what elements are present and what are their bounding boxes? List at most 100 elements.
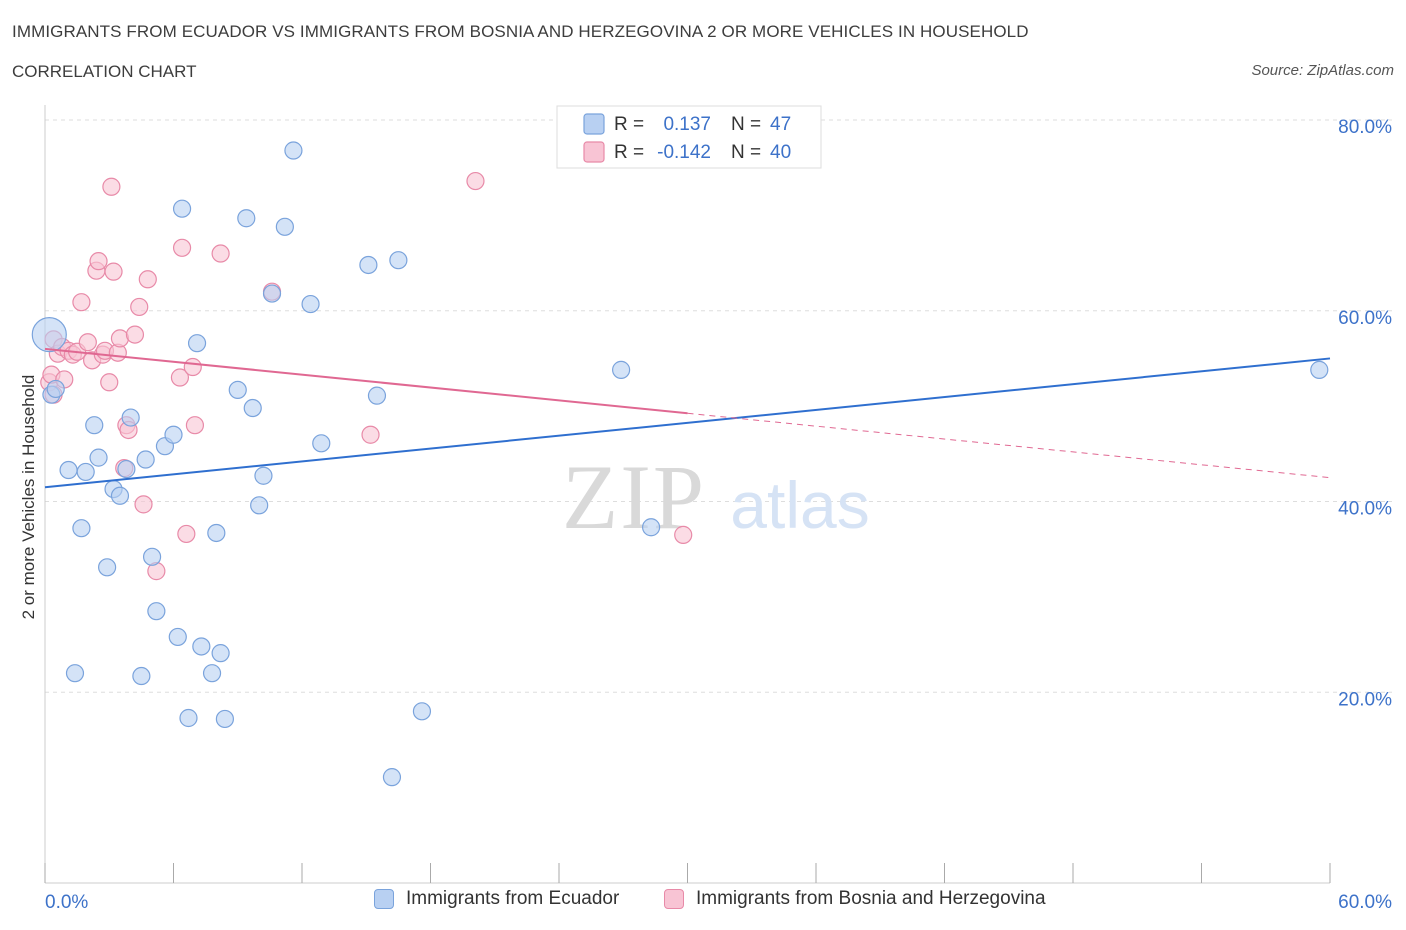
data-point-blue	[142, 547, 162, 566]
data-point-blue	[243, 398, 262, 418]
legend-swatch-bosnia-bottom	[664, 889, 684, 909]
y-tick-label: 20.0%	[1338, 689, 1392, 710]
data-point-blue	[110, 486, 130, 505]
legend-n-label-ecuador: N =	[731, 114, 761, 135]
trend-line-blue	[44, 357, 1331, 489]
x-tick-label-min: 0.0%	[45, 892, 88, 913]
data-point-blue	[1310, 360, 1329, 379]
legend-label-ecuador: Immigrants from Ecuador	[406, 888, 620, 909]
data-point-pink	[138, 270, 157, 289]
data-point-blue	[164, 425, 183, 444]
legend-swatch-ecuador	[583, 113, 605, 135]
data-point-pink	[89, 252, 108, 271]
x-tick-label-max: 60.0%	[1338, 892, 1392, 913]
data-point-blue	[312, 434, 331, 453]
data-point-blue	[211, 644, 230, 663]
chart-subtitle: CORRELATION CHART	[12, 62, 197, 81]
data-point-pink	[78, 333, 97, 352]
data-point-pink	[110, 329, 130, 348]
data-point-blue	[250, 496, 269, 515]
legend-n-value-bosnia: 40	[770, 142, 791, 163]
data-point-blue	[72, 519, 91, 538]
data-point-blue	[275, 217, 294, 236]
legend-n-label-bosnia: N =	[731, 142, 761, 163]
legend-n-value-ecuador: 47	[770, 114, 791, 135]
data-point-blue	[117, 459, 136, 479]
data-point-blue	[31, 316, 67, 353]
chart-title: IMMIGRANTS FROM ECUADOR VS IMMIGRANTS FR…	[12, 22, 1029, 41]
data-point-blue	[132, 666, 151, 686]
data-point-blue	[389, 251, 408, 270]
legend-r-label-bosnia: R =	[614, 142, 644, 163]
source-label: Source: ZipAtlas.com	[1251, 62, 1394, 79]
series-ecuador-points	[31, 141, 1329, 787]
data-point-blue	[412, 702, 432, 721]
data-point-blue	[612, 360, 631, 379]
legend-r-value-bosnia: -0.142	[657, 142, 711, 163]
legend-item-bosnia[interactable]: Immigrants from Bosnia and Herzegovina	[664, 888, 1046, 910]
data-point-blue	[187, 334, 207, 353]
data-point-blue	[98, 558, 117, 577]
data-point-blue	[202, 664, 222, 683]
data-point-pink	[104, 262, 123, 281]
data-point-blue	[59, 460, 78, 480]
data-point-pink	[102, 177, 121, 196]
legend-r-value-ecuador: 0.137	[663, 114, 711, 135]
axes-layer	[44, 105, 1331, 884]
data-point-pink	[130, 297, 149, 317]
data-point-blue	[207, 523, 226, 543]
trend-line-pink-extrapolated	[687, 412, 1331, 479]
legend-label-bosnia: Immigrants from Bosnia and Herzegovina	[696, 888, 1046, 909]
y-tick-label: 80.0%	[1338, 117, 1392, 138]
data-point-blue	[301, 294, 320, 314]
data-point-blue	[254, 466, 273, 485]
data-point-blue	[367, 386, 387, 405]
data-point-blue	[382, 768, 402, 787]
watermark-atlas: atlas	[730, 468, 869, 542]
data-point-blue	[147, 602, 166, 621]
data-point-pink	[466, 171, 485, 191]
data-point-blue	[85, 416, 104, 435]
data-point-blue	[192, 637, 211, 656]
data-point-blue	[237, 209, 256, 228]
data-point-blue	[76, 462, 95, 482]
data-point-pink	[674, 525, 693, 544]
data-point-pink	[361, 425, 380, 444]
y-tick-label: 60.0%	[1338, 308, 1392, 329]
data-point-blue	[168, 627, 187, 647]
data-point-blue	[359, 255, 378, 275]
data-point-blue	[228, 380, 247, 400]
tick-labels: 20.0% 40.0% 60.0% 80.0% 0.0% 60.0%	[45, 117, 1392, 913]
data-point-pink	[177, 524, 196, 544]
data-point-blue	[136, 450, 155, 469]
data-point-pink	[183, 357, 202, 377]
data-point-pink	[134, 495, 153, 514]
data-point-pink	[125, 325, 145, 344]
legend-item-ecuador[interactable]: Immigrants from Ecuador	[374, 888, 619, 910]
trend-layer	[44, 347, 1331, 489]
data-point-blue	[172, 199, 192, 218]
data-point-blue	[121, 408, 140, 427]
data-point-pink	[170, 368, 190, 387]
trend-line-pink	[44, 347, 688, 415]
data-point-blue	[215, 709, 234, 729]
data-point-blue	[262, 284, 282, 303]
legend-swatch-ecuador-bottom	[374, 889, 394, 909]
y-axis-title: 2 or more Vehicles in Household	[19, 375, 38, 620]
legend-r-label-ecuador: R =	[614, 114, 644, 135]
legend-bottom: Immigrants from Ecuador Immigrants from …	[0, 888, 1406, 918]
legend-top: R = 0.137 N = 47 R = -0.142 N = 40	[556, 105, 822, 169]
data-point-pink	[172, 238, 192, 257]
data-point-blue	[179, 708, 198, 728]
data-point-pink	[211, 244, 230, 263]
data-point-blue	[284, 141, 303, 160]
data-point-blue	[641, 518, 661, 537]
data-point-pink	[72, 293, 91, 312]
data-point-pink	[100, 373, 119, 392]
data-point-blue	[46, 379, 65, 399]
watermark: ZIP atlas	[562, 446, 870, 548]
data-point-blue	[65, 664, 85, 683]
legend-swatch-bosnia	[583, 141, 605, 163]
data-point-pink	[185, 416, 205, 435]
